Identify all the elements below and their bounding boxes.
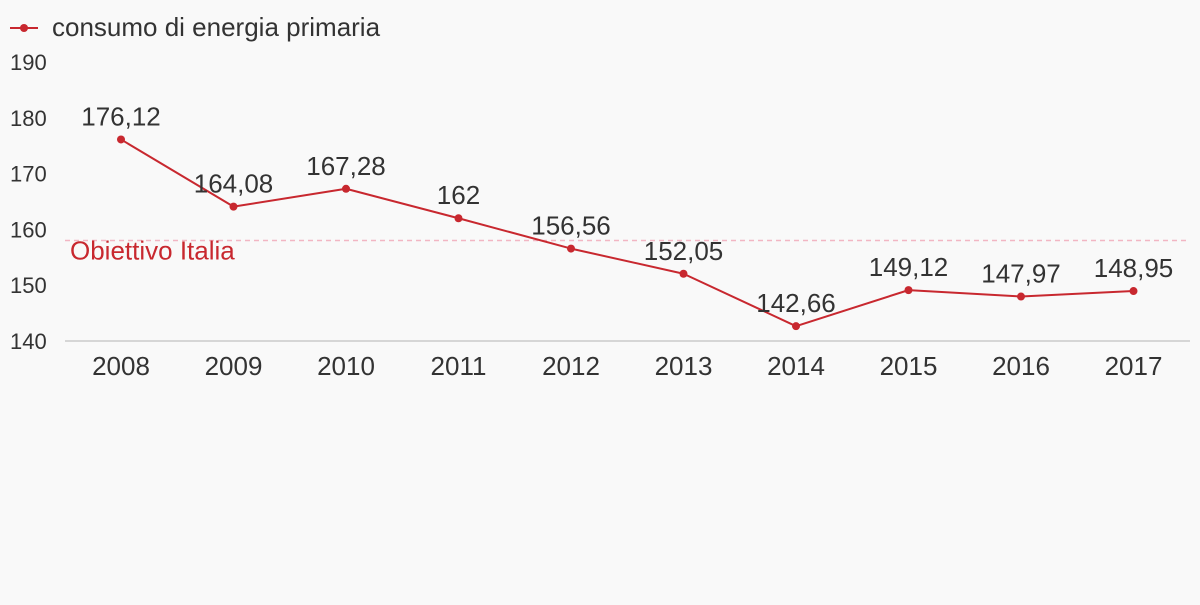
legend-marker-dot	[20, 24, 28, 32]
data-point[interactable]	[117, 135, 125, 144]
data-label: 147,97	[981, 259, 1061, 289]
y-tick-label: 170	[10, 162, 47, 187]
legend-label: consumo di energia primaria	[52, 12, 381, 42]
data-point[interactable]	[567, 244, 575, 253]
x-tick-label: 2017	[1105, 351, 1163, 381]
data-point[interactable]	[679, 269, 688, 278]
data-label: 142,66	[756, 288, 836, 318]
data-label: 167,28	[306, 151, 386, 181]
x-tick-label: 2016	[992, 351, 1050, 381]
y-tick-label: 160	[10, 217, 47, 242]
y-axis: 140 150 160 170 180 190	[10, 50, 47, 354]
y-tick-label: 140	[10, 329, 47, 354]
reference-line-label: Obiettivo Italia	[70, 236, 235, 266]
data-label: 162	[437, 180, 480, 210]
x-tick-label: 2015	[880, 351, 938, 381]
data-label: 149,12	[869, 252, 949, 282]
data-labels: 176,12 164,08 167,28 162 156,56 152,05 142,66 1…	[81, 101, 1173, 318]
y-tick-label: 190	[10, 50, 47, 75]
data-point[interactable]	[1129, 287, 1138, 296]
series-group	[117, 135, 1138, 331]
data-point[interactable]	[342, 184, 350, 193]
x-tick-label: 2014	[767, 351, 825, 381]
reference-line-group: Obiettivo Italia	[65, 236, 1190, 266]
y-tick-label: 180	[10, 106, 47, 131]
x-tick-label: 2013	[655, 351, 713, 381]
legend: consumo di energia primaria	[10, 12, 381, 42]
x-tick-label: 2012	[542, 351, 600, 381]
data-label: 176,12	[81, 101, 161, 131]
data-point[interactable]	[229, 202, 238, 211]
y-tick-label: 150	[10, 273, 47, 298]
data-label: 156,56	[531, 211, 611, 241]
data-label: 164,08	[194, 169, 274, 199]
data-label: 148,95	[1094, 253, 1174, 283]
data-point[interactable]	[1017, 292, 1025, 301]
x-tick-label: 2009	[205, 351, 263, 381]
data-label: 152,05	[644, 236, 724, 266]
x-tick-label: 2011	[431, 351, 487, 381]
x-axis: 2008 2009 2010 2011 2012 2013 2014 2015 2016 2017	[65, 340, 1190, 381]
data-point[interactable]	[904, 286, 913, 295]
x-tick-label: 2010	[317, 351, 375, 381]
x-tick-label: 2008	[92, 351, 150, 381]
series-line	[120, 138, 1134, 328]
data-point[interactable]	[792, 322, 800, 331]
data-point[interactable]	[454, 214, 463, 223]
